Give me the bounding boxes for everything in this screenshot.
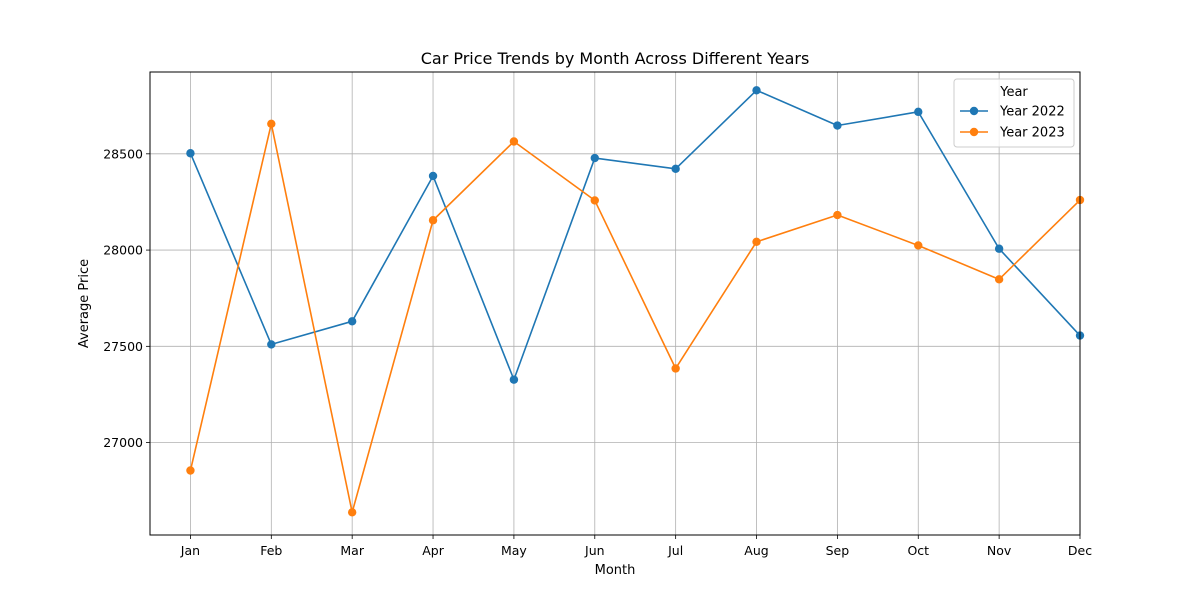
legend-marker — [969, 106, 979, 116]
series-2 — [186, 119, 1085, 517]
y-axis-ticks: 27000 27500 28000 28500 — [103, 146, 150, 450]
x-tick-label: Apr — [422, 543, 444, 558]
data-point — [590, 153, 599, 163]
data-point — [509, 375, 519, 384]
legend-title: Year — [999, 85, 1028, 100]
data-point — [752, 86, 761, 95]
chart-title: Car Price Trends by Month Across Differe… — [421, 49, 810, 68]
series-1 — [186, 86, 1085, 384]
x-tick-label: Mar — [340, 543, 364, 558]
x-tick-label: Oct — [907, 543, 929, 558]
x-tick-label: Jan — [180, 543, 200, 558]
data-point — [671, 164, 680, 174]
legend: Year Year 2022 Year 2023 — [953, 78, 1075, 148]
series-line — [189, 122, 1081, 514]
data-point — [833, 121, 842, 130]
x-axis-ticks: Jan Feb Mar Apr May Jun Jul Aug Sep Oct Nov Dec — [180, 535, 1092, 558]
data-point — [347, 317, 357, 326]
data-point — [186, 149, 195, 158]
data-point — [428, 216, 438, 225]
data-point — [428, 171, 438, 181]
series-layer — [186, 86, 1085, 517]
data-point — [267, 340, 276, 349]
legend-entries: Year 2022 Year 2023 — [960, 105, 1065, 141]
x-tick-label: Jun — [584, 543, 605, 558]
y-tick-label: 28000 — [103, 243, 143, 258]
plot-frame — [149, 71, 1081, 536]
data-point — [590, 196, 599, 205]
y-tick-label: 27000 — [103, 435, 143, 450]
data-point — [833, 210, 842, 220]
x-tick-label: May — [501, 543, 527, 558]
y-tick-label: 28500 — [103, 146, 143, 161]
legend-marker — [969, 127, 979, 137]
x-tick-label: Jul — [667, 543, 683, 558]
legend-entry: Year 2022 — [960, 105, 1065, 120]
grid-lines — [150, 72, 1081, 535]
legend-box — [953, 78, 1075, 148]
x-tick-label: Nov — [987, 543, 1012, 558]
x-tick-label: Sep — [826, 543, 850, 558]
x-tick-label: Dec — [1068, 543, 1092, 558]
legend-label: Year 2022 — [999, 105, 1065, 120]
data-point — [671, 364, 680, 373]
series-line — [189, 89, 1081, 381]
data-point — [994, 244, 1004, 253]
x-axis-label: Month — [595, 563, 636, 578]
data-point — [994, 275, 1004, 284]
x-tick-label: Aug — [744, 543, 768, 558]
data-point — [752, 237, 761, 246]
data-point — [347, 508, 357, 517]
data-point — [914, 107, 923, 117]
x-tick-label: Feb — [260, 543, 282, 558]
data-point — [186, 466, 195, 475]
y-axis-label: Average Price — [77, 259, 92, 348]
data-point — [509, 137, 519, 146]
data-point — [914, 241, 923, 250]
legend-label: Year 2023 — [999, 126, 1065, 141]
legend-entry: Year 2023 — [960, 126, 1065, 141]
data-point — [267, 119, 276, 128]
y-tick-label: 27500 — [103, 339, 143, 354]
